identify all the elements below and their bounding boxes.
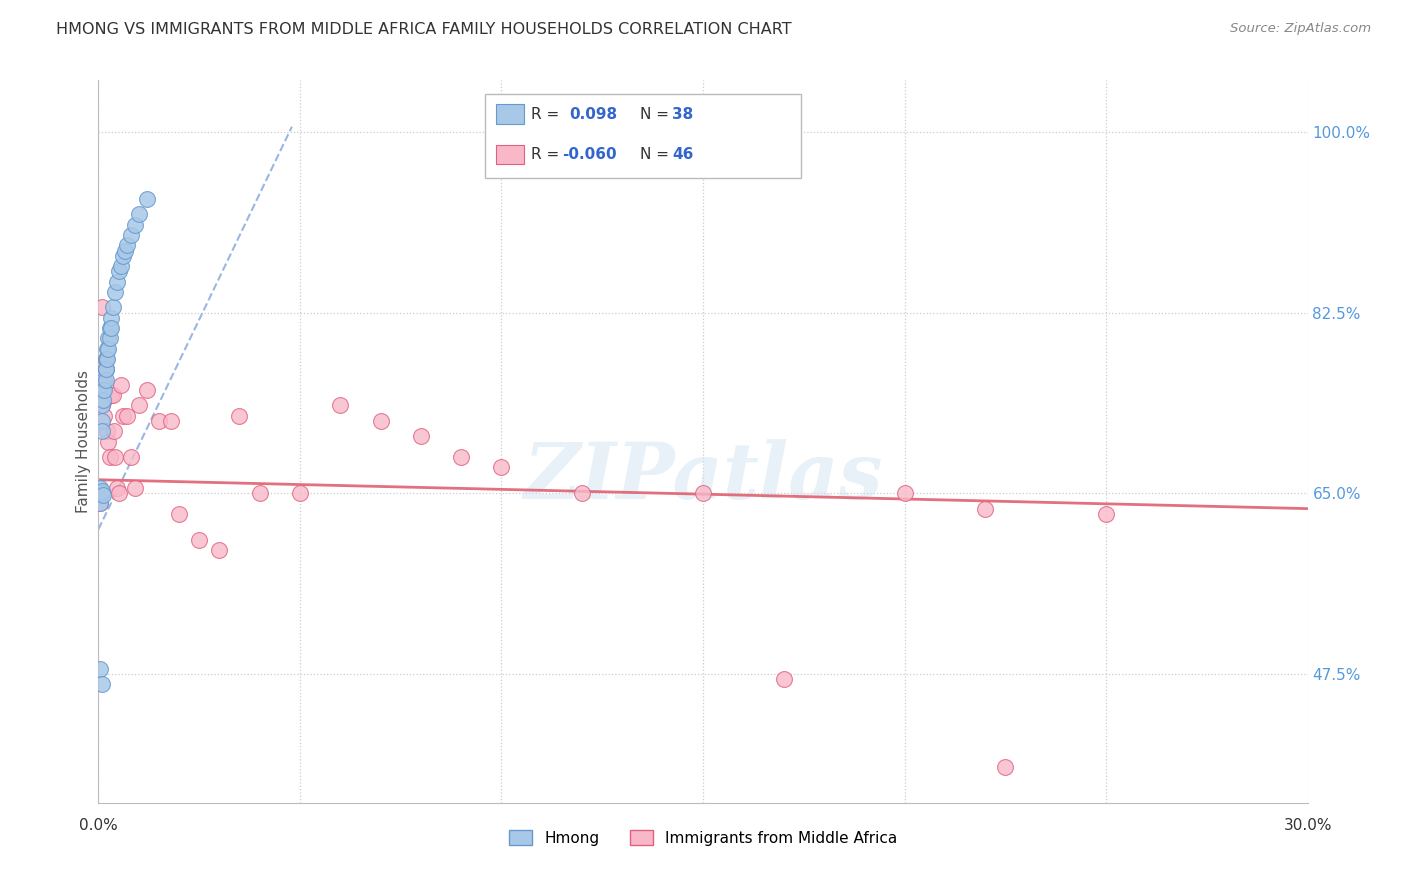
Point (571, 486, 593, 500)
Point (370, 414, 392, 428)
Point (91, 398, 114, 412)
Point (100, 321, 122, 335)
Point (98, 331, 121, 345)
Point (98, 450, 121, 464)
Point (120, 228, 142, 243)
Point (107, 264, 129, 278)
Point (89, 496, 111, 510)
Point (120, 450, 142, 464)
Text: HMONG VS IMMIGRANTS FROM MIDDLE AFRICA FAMILY HOUSEHOLDS CORRELATION CHART: HMONG VS IMMIGRANTS FROM MIDDLE AFRICA F… (56, 22, 792, 37)
Point (103, 424, 125, 438)
Point (101, 301, 124, 315)
Text: Source: ZipAtlas.com: Source: ZipAtlas.com (1230, 22, 1371, 36)
Point (91, 488, 114, 502)
Point (96, 362, 118, 376)
Point (103, 450, 125, 464)
Point (101, 388, 124, 402)
Point (90, 677, 112, 691)
Point (128, 398, 150, 412)
Point (91, 383, 114, 397)
Point (893, 486, 915, 500)
Point (96, 424, 118, 438)
Point (111, 249, 134, 263)
Point (97, 342, 120, 356)
Point (148, 414, 170, 428)
Y-axis label: Family Households: Family Households (76, 370, 91, 513)
Point (124, 481, 146, 495)
Point (167, 507, 190, 521)
Point (160, 414, 183, 428)
Point (994, 760, 1017, 774)
Point (114, 244, 136, 258)
Point (93, 409, 115, 423)
Point (89, 486, 111, 500)
Point (128, 207, 150, 221)
Point (89, 662, 111, 676)
Point (93, 373, 115, 387)
Point (107, 486, 129, 500)
Point (93, 393, 115, 408)
Point (103, 285, 125, 299)
Point (89, 496, 111, 510)
Point (91, 484, 114, 499)
Point (115, 238, 138, 252)
Point (89, 481, 111, 495)
Point (329, 398, 352, 412)
Point (91, 424, 114, 438)
Point (105, 275, 128, 289)
Point (97, 434, 120, 449)
Text: N =: N = (640, 107, 673, 121)
Point (110, 377, 132, 392)
Text: 0.098: 0.098 (569, 107, 617, 121)
Text: ZIPatlas: ZIPatlas (523, 440, 883, 516)
Point (111, 409, 134, 423)
Point (1095, 507, 1118, 521)
Point (228, 409, 250, 423)
Point (91, 398, 114, 412)
Point (491, 460, 513, 475)
Point (91, 368, 114, 382)
Point (135, 383, 157, 397)
Point (100, 388, 122, 402)
Point (96, 342, 118, 356)
Legend: Hmong, Immigrants from Middle Africa: Hmong, Immigrants from Middle Africa (509, 830, 897, 846)
Point (96, 351, 118, 366)
Point (94, 373, 117, 387)
Point (115, 409, 138, 423)
Point (124, 218, 146, 232)
Point (135, 192, 157, 206)
Point (98, 321, 121, 335)
Text: 0.0%: 0.0% (79, 818, 118, 833)
Point (208, 542, 231, 557)
Point (110, 259, 132, 273)
Point (96, 351, 118, 366)
Point (97, 331, 120, 345)
Point (692, 486, 714, 500)
Text: N =: N = (640, 147, 673, 161)
Text: -0.060: -0.060 (562, 147, 617, 161)
Point (772, 672, 794, 686)
Point (249, 486, 271, 500)
Point (94, 362, 117, 376)
Point (93, 383, 115, 397)
Point (288, 486, 311, 500)
Text: 38: 38 (672, 107, 693, 121)
Text: 46: 46 (672, 147, 693, 161)
Point (96, 351, 118, 366)
Point (91, 393, 114, 408)
Point (91, 414, 114, 428)
Point (409, 429, 432, 443)
Text: R =: R = (531, 107, 569, 121)
Point (450, 450, 472, 464)
Point (91, 377, 114, 392)
Point (90, 301, 112, 315)
Point (188, 533, 211, 547)
Point (105, 481, 128, 495)
Point (974, 501, 997, 516)
Text: R =: R = (531, 147, 565, 161)
Point (94, 362, 117, 376)
Text: 30.0%: 30.0% (1284, 818, 1331, 833)
Point (90, 486, 112, 500)
Point (100, 310, 122, 325)
